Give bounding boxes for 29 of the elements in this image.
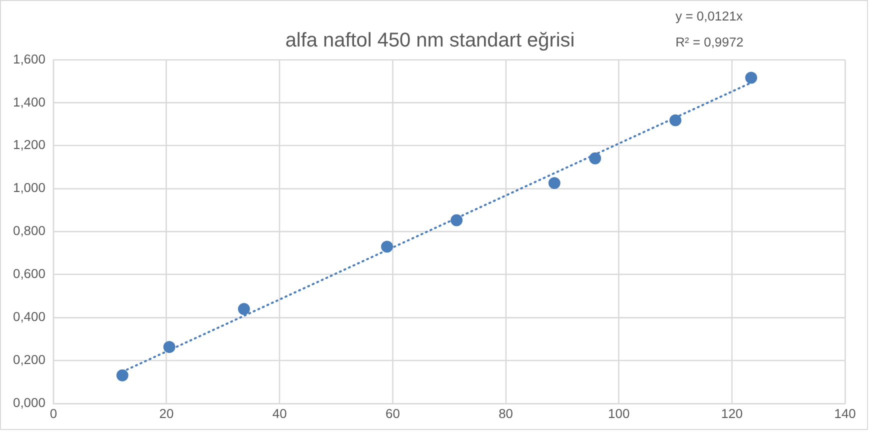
y-tick-label: 0,000	[13, 395, 46, 410]
y-tick-label: 0,800	[13, 223, 46, 238]
point	[589, 152, 602, 164]
point	[450, 214, 463, 226]
point	[163, 341, 176, 353]
text: y = 0,0121x	[675, 8, 744, 24]
x-tick-label: 140	[834, 406, 856, 421]
point	[116, 369, 128, 382]
chart-title: alfa naftol 450 nm standart eğrisi	[285, 29, 575, 52]
point	[548, 177, 560, 190]
x-tick-label: 80	[498, 406, 513, 421]
y-tick-label: 0,200	[13, 352, 46, 368]
y-tick-label: 1,200	[13, 137, 46, 152]
y-tick-label: 1,000	[13, 180, 46, 196]
y-tick-label: 1,400	[13, 94, 46, 110]
point	[381, 240, 394, 253]
x-tick-label: 40	[272, 406, 287, 421]
x-tick-label: 120	[721, 406, 743, 421]
x-tick-label: 100	[608, 406, 630, 421]
y-tick-label: 0,400	[13, 309, 46, 324]
point	[238, 303, 250, 315]
x-tick-label: 20	[159, 406, 174, 421]
x-tick-label: 60	[385, 406, 400, 421]
y-tick-label: 1,600	[13, 51, 46, 66]
point	[745, 72, 758, 84]
text: R² = 0,9972	[675, 34, 744, 50]
point	[669, 114, 682, 126]
y-tick-label: 0,600	[13, 266, 46, 282]
x-tick-label: 0	[50, 406, 58, 421]
